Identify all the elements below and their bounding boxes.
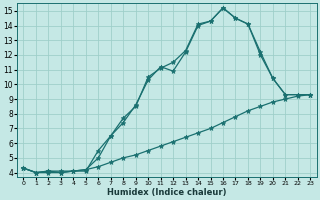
X-axis label: Humidex (Indice chaleur): Humidex (Indice chaleur): [107, 188, 227, 197]
